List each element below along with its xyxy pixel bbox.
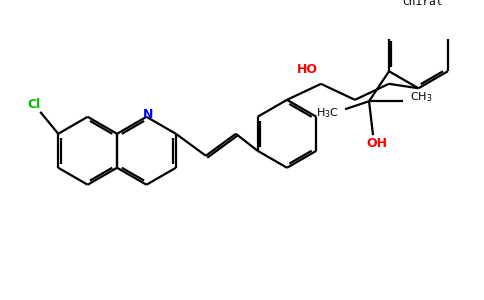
Text: N: N: [143, 108, 153, 121]
Text: OH: OH: [366, 137, 388, 150]
Text: CH$_3$: CH$_3$: [410, 90, 433, 104]
Text: H$_3$C: H$_3$C: [316, 106, 339, 120]
Text: HO: HO: [297, 63, 318, 76]
Text: Cl: Cl: [28, 98, 41, 111]
Text: Chiral: Chiral: [402, 0, 443, 7]
